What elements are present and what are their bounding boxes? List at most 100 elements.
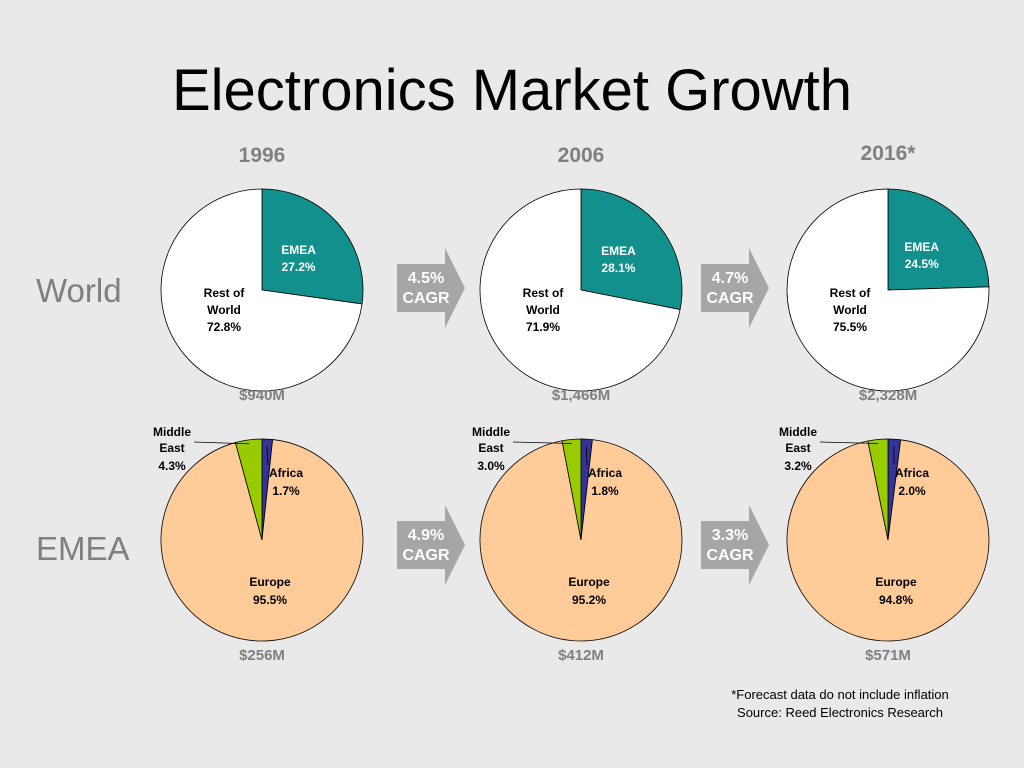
pie-world-2: 2016* $2,328M EMEA 24.5% Rest of World 75.5% — [786, 142, 990, 404]
slice-europe — [786, 439, 990, 642]
cagr-value: 3.3% — [712, 527, 748, 544]
cagr-caption: CAGR — [706, 547, 754, 564]
slice-middle-east — [561, 438, 582, 541]
slice-percent: 3.0% — [477, 459, 505, 473]
slice-percent: 75.5% — [833, 320, 867, 334]
pie-emea-2: $571M Africa 2.0% Europe 94.8% Middle East 3.2% — [779, 425, 990, 664]
slice-label-europe: Europe 95.2% — [568, 575, 610, 607]
slice-name: EMEA — [601, 244, 636, 258]
slice-label-europe: Europe 94.8% — [875, 575, 917, 607]
leader-line — [193, 441, 250, 445]
slice-label-emea: EMEA 28.1% — [601, 244, 636, 275]
arrow-shape — [701, 248, 769, 328]
slice-label-rest-of-world: Rest of World 75.5% — [830, 286, 872, 334]
slice-europe — [479, 439, 683, 642]
arrow-shape — [701, 505, 769, 585]
slice-middle-east — [234, 438, 263, 541]
cagr-arrow-2: 4.9% CAGR — [397, 505, 465, 585]
slice-name: World — [207, 303, 241, 317]
total-label: $571M — [865, 647, 911, 664]
pie-emea-0: $256M Africa 1.7% Europe 95.5% Middle East 4.3% — [153, 425, 364, 664]
arrow-shape — [397, 505, 465, 585]
slice-name: Middle — [472, 425, 510, 439]
slice-name: Rest of — [204, 286, 246, 300]
cagr-value: 4.9% — [408, 527, 444, 544]
slice-name: World — [526, 303, 560, 317]
slice-label-africa: Africa 1.8% — [585, 446, 622, 498]
slice-percent: 24.5% — [905, 257, 939, 271]
slice-percent: 2.0% — [898, 484, 926, 498]
slice-percent: 71.9% — [526, 320, 560, 334]
slice-emea — [261, 188, 364, 305]
slice-label-europe: Europe 95.5% — [249, 575, 291, 607]
slice-name: Europe — [875, 575, 917, 589]
slice-label-africa: Africa 1.7% — [266, 446, 303, 498]
slice-label-africa: Africa 2.0% — [893, 446, 929, 498]
pie-world-0: 1996 $940M EMEA 27.2% Rest of World 72.8% — [160, 144, 364, 404]
slice-middle-east — [867, 438, 889, 541]
cagr-arrow-0: 4.5% CAGR — [397, 248, 465, 328]
slice-europe — [160, 439, 364, 642]
slice-name: Rest of — [523, 286, 565, 300]
footnote-source: Source: Reed Electronics Research — [737, 705, 943, 720]
footnote-forecast: *Forecast data do not include inflation — [731, 687, 949, 702]
cagr-value: 4.5% — [408, 270, 444, 287]
year-label: 2006 — [558, 144, 605, 167]
slice-name: Europe — [568, 575, 610, 589]
year-label: 2016* — [861, 142, 917, 165]
total-label: $256M — [239, 647, 285, 664]
slice-percent: 95.5% — [253, 593, 287, 607]
slice-name: East — [785, 441, 810, 455]
slice-label-middle-east: Middle East 3.0% — [472, 425, 572, 473]
year-label: 1996 — [239, 144, 286, 167]
slice-percent: 94.8% — [879, 593, 913, 607]
slice-percent: 28.1% — [601, 261, 635, 275]
leader-line — [266, 446, 269, 466]
slice-name: EMEA — [281, 243, 316, 257]
cagr-arrow-1: 4.7% CAGR — [701, 248, 769, 328]
pie-world-1: 2006 $1,466M EMEA 28.1% Rest of World 71.9% — [479, 144, 683, 404]
total-label: $1,466M — [552, 387, 610, 404]
slice-name: Middle — [779, 425, 817, 439]
slice-name: Africa — [588, 466, 622, 480]
cagr-arrow-3: 3.3% CAGR — [701, 505, 769, 585]
leader-line — [585, 446, 588, 466]
slice-name: Africa — [895, 466, 929, 480]
slice-name: Middle — [153, 425, 191, 439]
cagr-caption: CAGR — [402, 547, 450, 564]
slice-percent: 1.8% — [591, 484, 619, 498]
total-label: $412M — [558, 647, 604, 664]
slice-label-rest-of-world: Rest of World 72.8% — [204, 286, 246, 334]
leader-line — [512, 441, 572, 444]
slice-name: Rest of — [830, 286, 872, 300]
slice-label-middle-east: Middle East 3.2% — [779, 425, 879, 473]
slice-rest-of-world — [479, 188, 681, 392]
slice-label-rest-of-world: Rest of World 71.9% — [523, 286, 565, 334]
slice-percent: 27.2% — [282, 260, 316, 274]
slice-percent: 1.7% — [272, 484, 300, 498]
slice-name: World — [833, 303, 867, 317]
slide-title: Electronics Market Growth — [171, 58, 853, 123]
total-label: $940M — [239, 387, 285, 404]
slice-name: Europe — [249, 575, 291, 589]
slice-emea — [887, 188, 990, 291]
slice-label-middle-east: Middle East 4.3% — [153, 425, 250, 473]
leader-line — [819, 441, 879, 444]
slice-name: Africa — [269, 466, 303, 480]
footnote: *Forecast data do not include inflation … — [690, 686, 990, 722]
slice-percent: 3.2% — [784, 459, 812, 473]
slice-label-emea: EMEA 24.5% — [904, 240, 939, 271]
slice-percent: 95.2% — [572, 593, 606, 607]
slice-rest-of-world — [786, 188, 990, 392]
total-label: $2,328M — [859, 387, 917, 404]
arrow-shape — [397, 248, 465, 328]
slice-name: EMEA — [904, 240, 939, 254]
pie-emea-1: $412M Africa 1.8% Europe 95.2% Middle East 3.0% — [472, 425, 683, 664]
cagr-value: 4.7% — [712, 270, 748, 287]
slice-name: East — [478, 441, 503, 455]
slice-percent: 4.3% — [158, 459, 186, 473]
slice-emea — [580, 188, 683, 311]
slice-percent: 72.8% — [207, 320, 241, 334]
slice-rest-of-world — [160, 188, 363, 392]
